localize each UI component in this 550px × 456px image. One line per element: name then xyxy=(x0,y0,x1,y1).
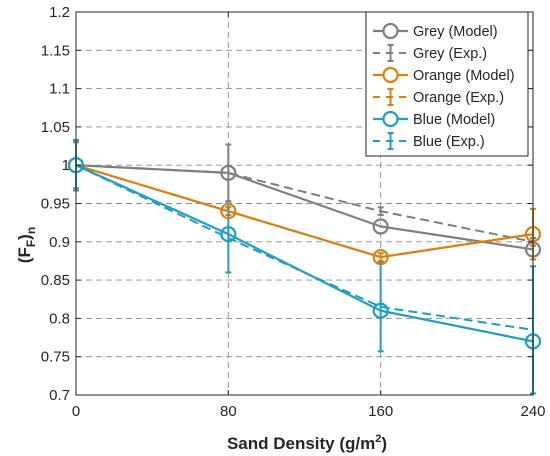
y-tick-label: 0.75 xyxy=(41,349,70,366)
x-tick-label: 240 xyxy=(520,403,545,420)
series-line xyxy=(75,164,534,331)
y-tick-label: 0.95 xyxy=(41,196,70,213)
data-point xyxy=(372,302,389,319)
legend-marker xyxy=(382,110,399,128)
x-tick-label: 80 xyxy=(220,403,237,420)
legend-item: Orange (Exp.) xyxy=(373,88,504,106)
x-axis-title: Sand Density (g/m2) xyxy=(227,433,387,453)
legend-marker xyxy=(382,66,399,84)
legend-item: Blue (Exp.) xyxy=(373,132,485,150)
y-tick-label: 0.7 xyxy=(49,387,70,404)
data-point xyxy=(220,164,237,181)
series-blue-exp xyxy=(73,138,536,395)
y-tick-label: 0.9 xyxy=(49,234,70,251)
series-line xyxy=(75,164,534,243)
y-tick-label: 1.15 xyxy=(41,42,70,59)
legend-label: Blue (Exp.) xyxy=(413,134,485,150)
series-blue-model xyxy=(67,157,542,350)
legend-marker xyxy=(382,22,399,40)
y-tick-label: 0.8 xyxy=(49,310,70,327)
legend: Grey (Model) Grey (Exp.) Orange (Model) Ora… xyxy=(365,11,529,157)
x-tick-label: 160 xyxy=(368,403,393,420)
series-grey-exp xyxy=(73,141,536,247)
series-line xyxy=(75,164,534,343)
y-axis-title: (FF)n xyxy=(15,227,38,263)
series-line xyxy=(75,164,534,259)
legend-item: Grey (Exp.) xyxy=(373,44,487,62)
data-point xyxy=(220,203,237,220)
data-point xyxy=(372,249,389,266)
x-tick-label: 0 xyxy=(72,403,80,420)
y-tick-label: 1.1 xyxy=(49,81,70,98)
legend-label: Grey (Exp.) xyxy=(413,46,487,62)
legend-label: Blue (Model) xyxy=(413,112,495,128)
y-tick-label: 1.05 xyxy=(41,119,70,136)
series-layer xyxy=(67,138,542,395)
legend-item: Blue (Model) xyxy=(373,110,495,128)
axis-ticks: 0.7 0.75 0.8 0.85 0.9 0.95 1 1.05 1.1 1.15 1.2 0 80 1… xyxy=(41,4,546,420)
legend-item: Orange (Model) xyxy=(373,66,515,84)
y-tick-label: 1 xyxy=(62,157,70,174)
legend-label: Grey (Model) xyxy=(413,24,498,40)
series-orange-model xyxy=(67,157,542,266)
y-tick-label: 0.85 xyxy=(41,272,70,289)
y-tick-label: 1.2 xyxy=(49,4,70,21)
legend-item: Grey (Model) xyxy=(373,22,498,40)
data-point xyxy=(372,218,389,235)
data-point xyxy=(220,226,237,243)
legend-label: Orange (Exp.) xyxy=(413,90,504,106)
series-line xyxy=(75,164,534,259)
legend-label: Orange (Model) xyxy=(413,68,515,84)
series-line xyxy=(75,164,534,251)
